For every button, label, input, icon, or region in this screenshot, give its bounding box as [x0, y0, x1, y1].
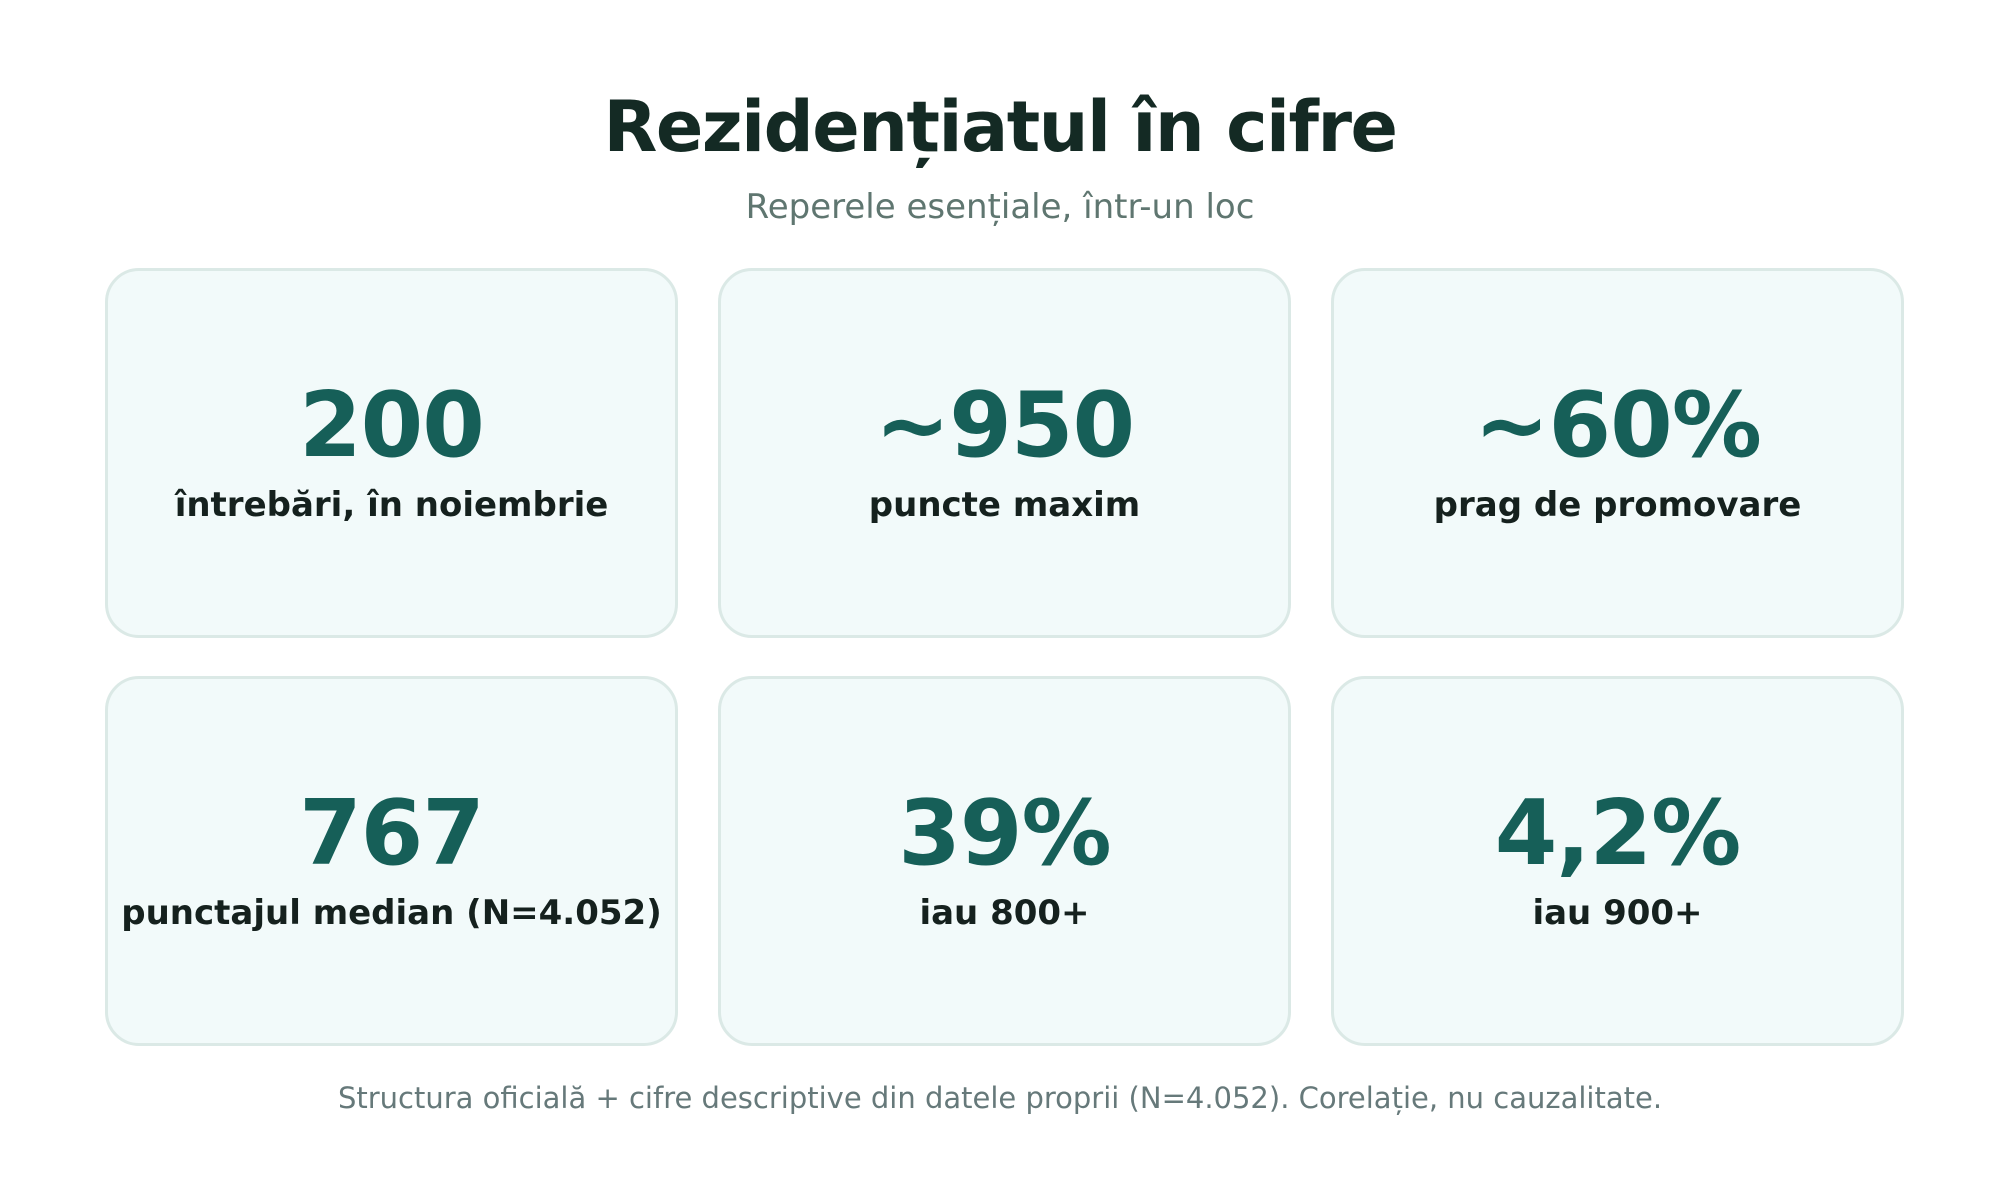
stat-card-questions: 200 întrebări, în noiembrie	[105, 268, 678, 638]
page-subtitle: Reperele esențiale, într-un loc	[745, 187, 1255, 227]
stat-value: 4,2%	[1494, 781, 1742, 886]
stat-value: 39%	[898, 781, 1111, 886]
stat-value: ~950	[874, 373, 1135, 478]
stat-value: ~60%	[1474, 373, 1762, 478]
stat-label: întrebări, în noiembrie	[174, 485, 609, 525]
stat-card-900-plus: 4,2% iau 900+	[1331, 676, 1904, 1046]
stats-grid: 200 întrebări, în noiembrie ~950 puncte …	[105, 268, 1905, 1046]
stat-label: puncte maxim	[868, 485, 1141, 525]
stat-value: 767	[299, 781, 485, 886]
footnote: Structura oficială + cifre descriptive d…	[337, 1081, 1663, 1115]
stat-card-800-plus: 39% iau 800+	[718, 676, 1291, 1046]
stat-label: iau 800+	[919, 893, 1090, 933]
stat-label: prag de promovare	[1433, 485, 1802, 525]
page-title: Rezidențiatul în cifre	[603, 86, 1398, 168]
stat-value: 200	[299, 373, 485, 478]
stat-label: iau 900+	[1532, 893, 1703, 933]
stat-card-pass-threshold: ~60% prag de promovare	[1331, 268, 1904, 638]
stat-card-median-score: 767 punctajul median (N=4.052)	[105, 676, 678, 1046]
stat-card-max-points: ~950 puncte maxim	[718, 268, 1291, 638]
stat-label: punctajul median (N=4.052)	[121, 893, 662, 933]
